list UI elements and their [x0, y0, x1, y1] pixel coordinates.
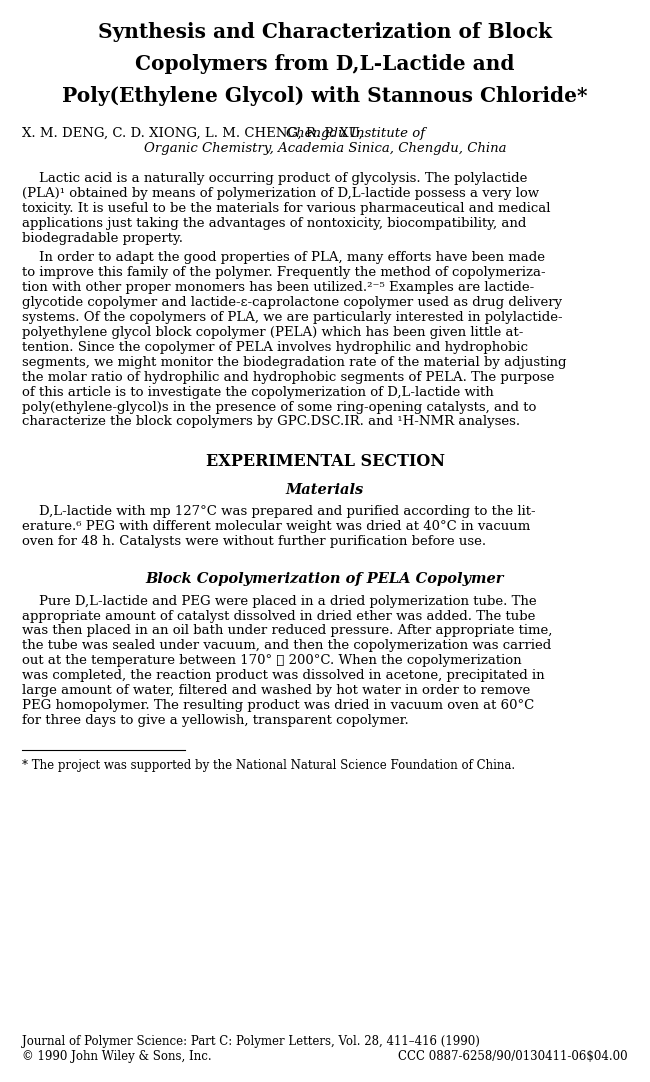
Text: X. M. DENG, C. D. XIONG, L. M. CHENG, R. P. XU,: X. M. DENG, C. D. XIONG, L. M. CHENG, R.… [22, 127, 367, 140]
Text: Pure D,L-lactide and PEG were placed in a dried polymerization tube. The: Pure D,L-lactide and PEG were placed in … [22, 595, 537, 608]
Text: oven for 48 h. Catalysts were without further purification before use.: oven for 48 h. Catalysts were without fu… [22, 535, 486, 547]
Text: biodegradable property.: biodegradable property. [22, 232, 183, 245]
Text: was completed, the reaction product was dissolved in acetone, precipitated in: was completed, the reaction product was … [22, 670, 545, 683]
Text: Journal of Polymer Science: Part C: Polymer Letters, Vol. 28, 411–416 (1990): Journal of Polymer Science: Part C: Poly… [22, 1035, 480, 1048]
Text: appropriate amount of catalyst dissolved in dried ether was added. The tube: appropriate amount of catalyst dissolved… [22, 609, 536, 622]
Text: the tube was sealed under vacuum, and then the copolymerization was carried: the tube was sealed under vacuum, and th… [22, 639, 551, 652]
Text: Materials: Materials [286, 483, 364, 497]
Text: In order to adapt the good properties of PLA, many efforts have been made: In order to adapt the good properties of… [22, 251, 545, 264]
Text: Block Copolymerization of PELA Copolymer: Block Copolymerization of PELA Copolymer [146, 572, 504, 586]
Text: tion with other proper monomers has been utilized.²⁻⁵ Examples are lactide-: tion with other proper monomers has been… [22, 281, 534, 294]
Text: glycotide copolymer and lactide-ε-caprolactone copolymer used as drug delivery: glycotide copolymer and lactide-ε-caprol… [22, 296, 562, 309]
Text: tention. Since the copolymer of PELA involves hydrophilic and hydrophobic: tention. Since the copolymer of PELA inv… [22, 341, 528, 354]
Text: to improve this family of the polymer. Frequently the method of copolymeriza-: to improve this family of the polymer. F… [22, 266, 546, 279]
Text: large amount of water, filtered and washed by hot water in order to remove: large amount of water, filtered and wash… [22, 684, 530, 697]
Text: the molar ratio of hydrophilic and hydrophobic segments of PELA. The purpose: the molar ratio of hydrophilic and hydro… [22, 371, 554, 384]
Text: systems. Of the copolymers of PLA, we are particularly interested in polylactide: systems. Of the copolymers of PLA, we ar… [22, 311, 563, 324]
Text: of this article is to investigate the copolymerization of D,L-lactide with: of this article is to investigate the co… [22, 385, 494, 398]
Text: characterize the block copolymers by GPC.DSC.IR. and ¹H-NMR analyses.: characterize the block copolymers by GPC… [22, 415, 520, 428]
Text: Poly(Ethylene Glycol) with Stannous Chloride*: Poly(Ethylene Glycol) with Stannous Chlo… [62, 85, 588, 106]
Text: Lactic acid is a naturally occurring product of glycolysis. The polylactide: Lactic acid is a naturally occurring pro… [22, 172, 528, 185]
Text: applications just taking the advantages of nontoxicity, biocompatibility, and: applications just taking the advantages … [22, 216, 526, 229]
Text: Synthesis and Characterization of Block: Synthesis and Characterization of Block [98, 22, 552, 41]
Text: was then placed in an oil bath under reduced pressure. After appropriate time,: was then placed in an oil bath under red… [22, 624, 552, 637]
Text: polyethylene glycol block copolymer (PELA) which has been given little at-: polyethylene glycol block copolymer (PEL… [22, 326, 523, 339]
Text: out at the temperature between 170° ～ 200°C. When the copolymerization: out at the temperature between 170° ～ 20… [22, 655, 522, 668]
Text: poly(ethylene-glycol)s in the presence of some ring-opening catalysts, and to: poly(ethylene-glycol)s in the presence o… [22, 400, 536, 413]
Text: PEG homopolymer. The resulting product was dried in vacuum oven at 60°C: PEG homopolymer. The resulting product w… [22, 699, 534, 712]
Text: EXPERIMENTAL SECTION: EXPERIMENTAL SECTION [205, 452, 445, 470]
Text: © 1990 John Wiley & Sons, Inc.: © 1990 John Wiley & Sons, Inc. [22, 1050, 212, 1063]
Text: toxicity. It is useful to be the materials for various pharmaceutical and medica: toxicity. It is useful to be the materia… [22, 202, 551, 215]
Text: Chengdu Institute of: Chengdu Institute of [286, 127, 425, 140]
Text: for three days to give a yellowish, transparent copolymer.: for three days to give a yellowish, tran… [22, 714, 409, 727]
Text: Copolymers from D,L-Lactide and: Copolymers from D,L-Lactide and [135, 54, 515, 74]
Text: CCC 0887-6258/90/0130411-06$04.00: CCC 0887-6258/90/0130411-06$04.00 [398, 1050, 628, 1063]
Text: segments, we might monitor the biodegradation rate of the material by adjusting: segments, we might monitor the biodegrad… [22, 356, 567, 369]
Text: erature.⁶ PEG with different molecular weight was dried at 40°C in vacuum: erature.⁶ PEG with different molecular w… [22, 520, 530, 533]
Text: Organic Chemistry, Academia Sinica, Chengdu, China: Organic Chemistry, Academia Sinica, Chen… [144, 142, 506, 155]
Text: (PLA)¹ obtained by means of polymerization of D,L-lactide possess a very low: (PLA)¹ obtained by means of polymerizati… [22, 187, 540, 200]
Text: D,L-lactide with mp 127°C was prepared and purified according to the lit-: D,L-lactide with mp 127°C was prepared a… [22, 505, 536, 518]
Text: * The project was supported by the National Natural Science Foundation of China.: * The project was supported by the Natio… [22, 758, 515, 771]
